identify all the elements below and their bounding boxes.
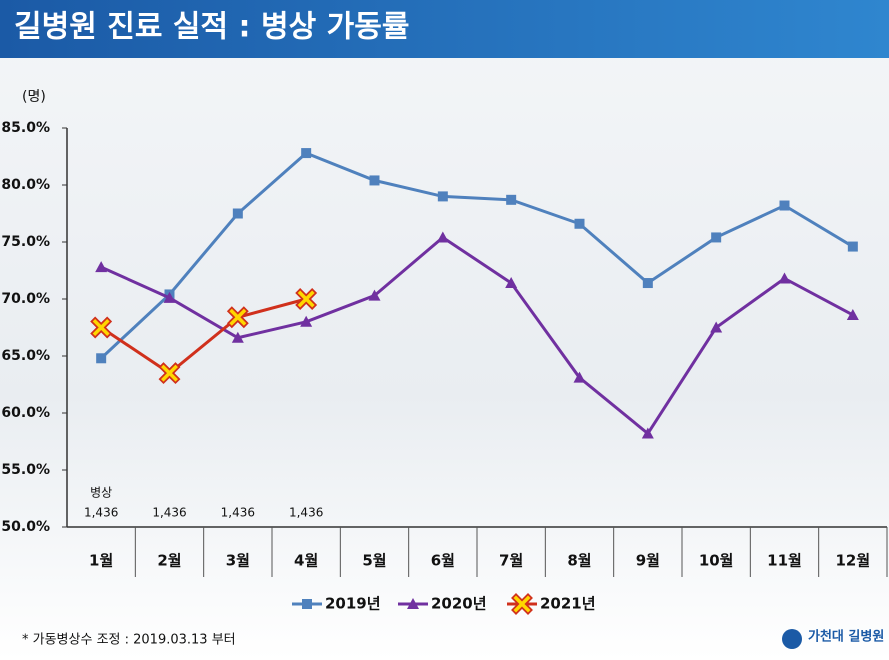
marker: [642, 278, 653, 289]
y-tick-label: 55.0%: [1, 462, 50, 478]
y-tick-label: 60.0%: [1, 405, 50, 421]
legend-label: 2020년: [431, 595, 487, 613]
beds-value: 1,436: [152, 506, 186, 520]
marker: [506, 194, 517, 205]
footnote: * 가동병상수 조정 : 2019.03.13 부터: [22, 633, 236, 648]
marker: [407, 598, 419, 609]
title-bar: [0, 0, 889, 58]
x-tick-label: 11월: [767, 552, 802, 570]
marker: [711, 232, 722, 243]
marker: [574, 218, 585, 229]
x-tick-label: 7월: [499, 552, 523, 570]
chart-title: 길병원 진료 실적 : 병상 가동률: [14, 10, 409, 45]
marker: [301, 148, 312, 159]
x-tick-label: 3월: [226, 552, 250, 570]
logo-icon: [782, 629, 802, 649]
marker: [163, 291, 176, 303]
marker-stroke: [161, 364, 178, 382]
x-tick-label: 2월: [157, 552, 181, 570]
marker: [437, 191, 448, 202]
marker: [779, 200, 790, 211]
marker: [511, 593, 533, 615]
x-tick-label: 9월: [636, 552, 660, 570]
marker: [436, 231, 449, 243]
marker: [96, 353, 107, 364]
marker: [573, 371, 586, 383]
beds-value: 1,436: [289, 506, 323, 520]
marker: [641, 427, 654, 439]
marker: [90, 316, 113, 339]
marker: [95, 261, 108, 273]
marker: [226, 306, 249, 329]
beds-value: 1,436: [84, 506, 118, 520]
legend-label: 2021년: [540, 595, 596, 613]
y-tick-label: 65.0%: [1, 348, 50, 364]
x-tick-label: 4월: [294, 552, 318, 570]
marker: [232, 208, 243, 219]
series-line: [100, 151, 854, 360]
series-line: [100, 235, 854, 436]
marker: [369, 175, 380, 186]
marker: [302, 599, 312, 609]
x-tick-label: 12월: [835, 552, 870, 570]
marker: [231, 331, 244, 343]
x-tick-label: 8월: [567, 552, 591, 570]
y-tick-label: 80.0%: [1, 177, 50, 193]
marker: [295, 288, 318, 310]
y-tick-label: 85.0%: [1, 120, 50, 136]
x-tick-label: 5월: [362, 552, 386, 570]
marker: [778, 272, 791, 284]
x-tick-label: 6월: [431, 552, 455, 570]
beds-label: 병상: [90, 486, 112, 500]
x-tick-label: 10월: [699, 552, 734, 570]
marker-stroke: [229, 308, 247, 326]
marker-stroke: [92, 319, 110, 336]
y-axis-label: (명): [22, 89, 46, 105]
x-tick-label: 1월: [89, 552, 113, 570]
beds-value: 1,436: [221, 506, 255, 520]
marker: [847, 241, 858, 252]
marker-stroke: [297, 290, 315, 308]
marker: [300, 315, 313, 327]
series-line: [100, 297, 307, 375]
marker: [368, 289, 381, 301]
marker: [505, 277, 518, 289]
y-tick-label: 75.0%: [1, 234, 50, 250]
legend-label: 2019년: [325, 595, 381, 613]
marker-stroke: [513, 595, 531, 613]
marker: [846, 308, 859, 320]
marker: [158, 362, 181, 385]
y-tick-label: 70.0%: [1, 291, 50, 307]
marker: [710, 321, 723, 333]
y-tick-label: 50.0%: [1, 519, 50, 535]
logo-text: 가천대 길병원: [808, 629, 884, 645]
